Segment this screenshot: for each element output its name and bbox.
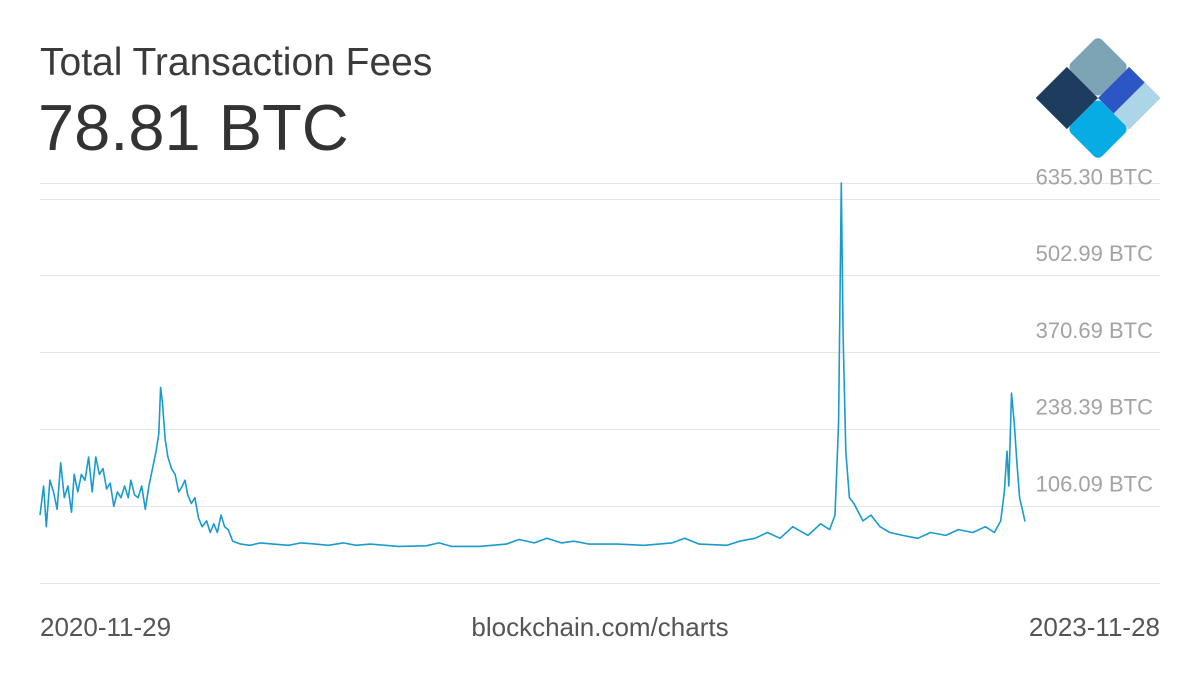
y-tick-label: 635.30 BTC [1036, 164, 1154, 189]
y-axis-ticks: 106.09 BTC 238.39 BTC 370.69 BTC 502.99 BTC… [1036, 164, 1154, 496]
current-value: 78.81 BTC [38, 91, 349, 164]
grid-lines [40, 183, 1160, 584]
logo-bottom-square [1069, 100, 1127, 158]
y-tick-label: 502.99 BTC [1036, 241, 1154, 266]
chart-title: Total Transaction Fees [40, 41, 433, 84]
logo-edge-square [1113, 82, 1160, 130]
y-tick-label: 238.39 BTC [1036, 395, 1154, 420]
logo-top-square [1069, 38, 1127, 96]
y-tick-label: 370.69 BTC [1036, 318, 1154, 343]
blockchain-logo-icon [1036, 38, 1160, 158]
series-line [39, 182, 1026, 548]
start-date-label: 2020-11-29 [40, 612, 172, 642]
source-link[interactable]: blockchain.com/charts [471, 612, 729, 642]
end-date-label: 2023-11-28 [1028, 612, 1160, 642]
y-tick-label: 106.09 BTC [1036, 472, 1154, 497]
